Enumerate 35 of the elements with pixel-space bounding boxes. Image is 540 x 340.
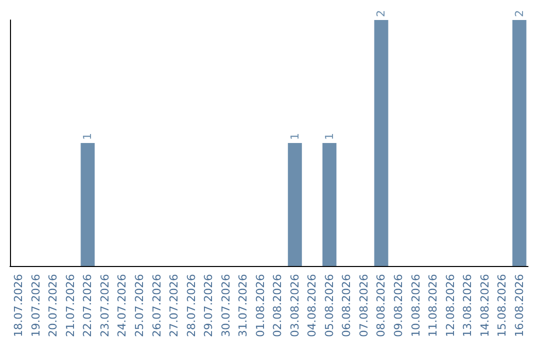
x-tick-label: 11.08.2026 (426, 274, 440, 338)
x-tick-label: 19.07.2026 (29, 274, 42, 338)
x-tick-label: 04.08.2026 (306, 274, 319, 338)
x-tick-label: 31.07.2026 (236, 274, 250, 338)
data-label: 1 (322, 133, 336, 140)
x-tick-label: 15.08.2026 (496, 274, 509, 338)
x-tick-label: 06.08.2026 (340, 274, 354, 338)
x-tick-label: 28.07.2026 (184, 274, 198, 338)
x-tick-label: 29.07.2026 (202, 274, 216, 338)
x-tick-label: 23.07.2026 (98, 274, 112, 338)
x-tick-label: 16.08.2026 (512, 274, 526, 338)
data-label: 2 (512, 10, 526, 17)
x-tick-label: 09.08.2026 (392, 274, 405, 338)
x-tick-label: 01.08.2026 (254, 274, 267, 338)
x-tick-label: 02.08.2026 (271, 274, 284, 338)
x-tick-label: 21.07.2026 (64, 274, 77, 338)
data-label: 1 (288, 133, 302, 140)
data-label: 1 (81, 133, 94, 140)
x-tick-label: 25.07.2026 (133, 274, 146, 338)
x-tick-label: 18.07.2026 (12, 274, 26, 338)
x-tick-label: 10.08.2026 (409, 274, 422, 338)
x-tick-label: 30.07.2026 (219, 274, 232, 338)
x-tick-label: 08.08.2026 (374, 274, 388, 338)
x-tick-label: 03.08.2026 (288, 274, 302, 338)
x-tick-label: 13.08.2026 (461, 274, 474, 338)
x-tick-label: 27.07.2026 (168, 274, 181, 338)
x-tick-label: 26.07.2026 (150, 274, 164, 338)
x-tick-label: 14.08.2026 (478, 274, 492, 338)
x-tick-label: 12.08.2026 (444, 274, 457, 338)
x-tick-label: 24.07.2026 (116, 274, 129, 338)
x-tick-label: 05.08.2026 (322, 274, 336, 338)
x-tick-label: 07.08.2026 (357, 274, 370, 338)
x-tick-label: 20.07.2026 (46, 274, 60, 338)
data-label: 2 (374, 10, 388, 17)
x-tick-label: 22.07.2026 (81, 274, 94, 338)
